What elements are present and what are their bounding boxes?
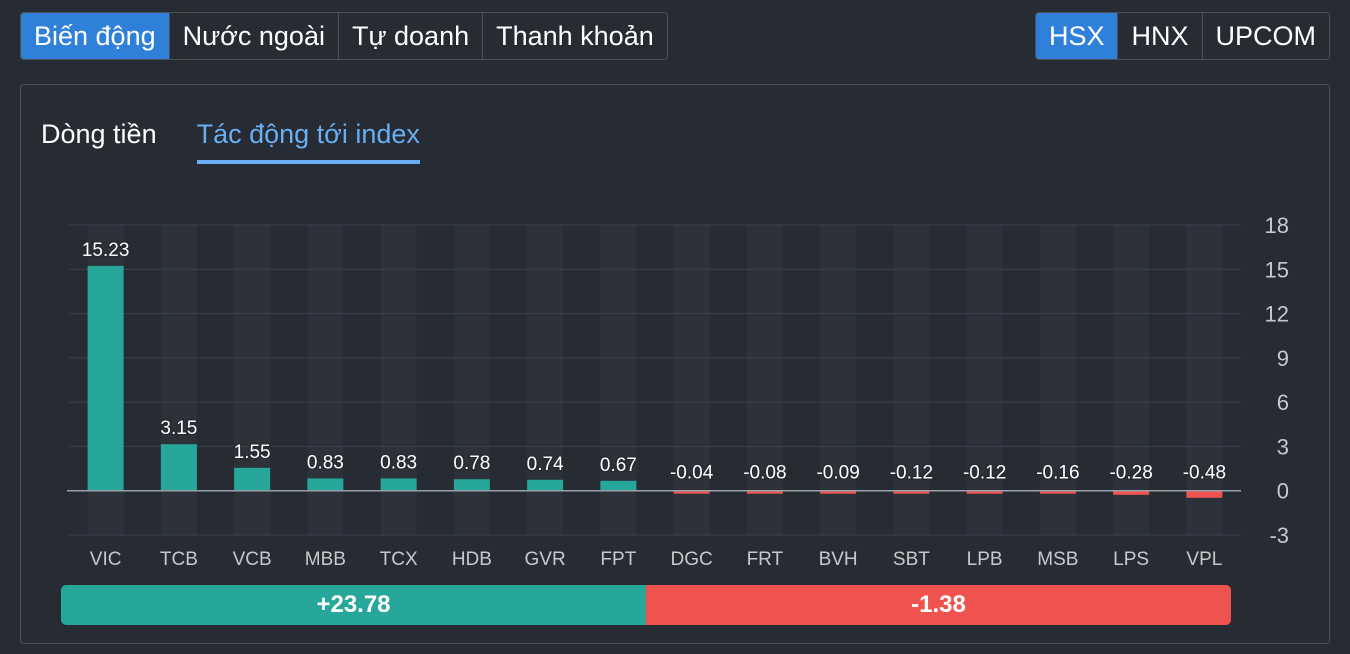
tab-tu-doanh[interactable]: Tự doanh bbox=[338, 13, 484, 59]
tab-hnx[interactable]: HNX bbox=[1118, 13, 1203, 59]
bar bbox=[380, 478, 417, 491]
tab-bien-dong[interactable]: Biến động bbox=[21, 13, 170, 59]
negative-total: -1.38 bbox=[646, 585, 1231, 625]
bar-value-label: -0.12 bbox=[963, 463, 1006, 484]
bar bbox=[1039, 490, 1076, 494]
tab-tac-dong-index[interactable]: Tác động tới index bbox=[196, 119, 420, 164]
bar-value-label: -0.48 bbox=[1183, 463, 1226, 484]
chart-subtabs: Dòng tiền Tác động tới index bbox=[41, 119, 420, 164]
x-tick-label: HDB bbox=[452, 549, 492, 570]
y-tick-label: 12 bbox=[1265, 302, 1289, 327]
bar bbox=[160, 444, 197, 491]
column-bg bbox=[1186, 225, 1223, 535]
positive-total: +23.78 bbox=[61, 585, 646, 625]
y-tick-label: 18 bbox=[1265, 213, 1289, 238]
bar bbox=[820, 490, 857, 494]
x-tick-label: GVR bbox=[525, 549, 566, 570]
x-tick-label: TCB bbox=[160, 549, 198, 570]
tab-upcom[interactable]: UPCOM bbox=[1202, 13, 1329, 59]
exchange-tabs: HSX HNX UPCOM bbox=[1034, 12, 1330, 60]
bar bbox=[307, 478, 344, 491]
bar-value-label: 3.15 bbox=[160, 418, 197, 439]
column-bg bbox=[1113, 225, 1150, 535]
bar-value-label: -0.12 bbox=[890, 463, 933, 484]
view-tabs: Biến động Nước ngoài Tự doanh Thanh khoả… bbox=[20, 12, 668, 60]
bar-value-label: 0.83 bbox=[307, 452, 344, 473]
bar bbox=[1186, 490, 1223, 498]
bar-value-label: -0.16 bbox=[1036, 463, 1079, 484]
x-tick-label: LPB bbox=[967, 549, 1003, 570]
bar bbox=[234, 467, 271, 491]
bar bbox=[966, 490, 1003, 494]
y-tick-label: 0 bbox=[1277, 479, 1289, 504]
bar bbox=[673, 490, 710, 494]
bar bbox=[600, 480, 637, 491]
bar bbox=[746, 490, 783, 494]
column-bg bbox=[673, 225, 710, 535]
x-tick-label: VIC bbox=[90, 549, 122, 570]
tab-nuoc-ngoai[interactable]: Nước ngoài bbox=[169, 13, 339, 59]
x-tick-label: MBB bbox=[305, 549, 346, 570]
bar-value-label: 0.78 bbox=[453, 453, 490, 474]
x-tick-label: FRT bbox=[747, 549, 784, 570]
column-bg bbox=[820, 225, 857, 535]
y-tick-label: -3 bbox=[1269, 523, 1289, 548]
bar bbox=[1113, 490, 1150, 495]
y-tick-label: 6 bbox=[1277, 390, 1289, 415]
x-tick-label: VCB bbox=[233, 549, 272, 570]
x-tick-label: DGC bbox=[671, 549, 713, 570]
tab-thanh-khoan[interactable]: Thanh khoản bbox=[483, 13, 667, 59]
y-tick-label: 15 bbox=[1265, 257, 1289, 282]
bar-value-label: -0.09 bbox=[816, 463, 859, 484]
bar-value-label: -0.04 bbox=[670, 463, 714, 484]
x-tick-label: LPS bbox=[1113, 549, 1149, 570]
y-tick-label: 3 bbox=[1277, 434, 1289, 459]
bar-value-label: -0.28 bbox=[1109, 463, 1152, 484]
summary-bar: +23.78 -1.38 bbox=[61, 585, 1231, 625]
x-tick-label: VPL bbox=[1186, 549, 1222, 570]
x-tick-label: MSB bbox=[1037, 549, 1078, 570]
column-bg bbox=[746, 225, 783, 535]
x-tick-label: SBT bbox=[893, 549, 930, 570]
tab-dong-tien[interactable]: Dòng tiền bbox=[41, 119, 157, 149]
column-bg bbox=[893, 225, 930, 535]
column-bg bbox=[1039, 225, 1076, 535]
bar bbox=[87, 265, 124, 491]
bar-value-label: 0.67 bbox=[600, 455, 637, 476]
bar-value-label: 1.55 bbox=[234, 442, 271, 463]
x-tick-label: FPT bbox=[600, 549, 636, 570]
bar-value-label: 0.74 bbox=[527, 454, 564, 475]
tab-hsx[interactable]: HSX bbox=[1035, 13, 1119, 59]
chart-panel: Dòng tiền Tác động tới index 18 15 12 9 6 3 0 -… bbox=[20, 84, 1330, 644]
bar bbox=[453, 479, 490, 491]
column-bg bbox=[966, 225, 1003, 535]
bar-value-label: -0.08 bbox=[743, 463, 786, 484]
bar bbox=[527, 479, 564, 491]
bar-value-label: 0.83 bbox=[380, 452, 417, 473]
x-tick-label: TCX bbox=[380, 549, 418, 570]
x-tick-label: BVH bbox=[819, 549, 858, 570]
bar bbox=[893, 490, 930, 494]
y-tick-label: 9 bbox=[1277, 346, 1289, 371]
bar-value-label: 15.23 bbox=[82, 240, 130, 261]
index-impact-chart: 18 15 12 9 6 3 0 -3 15.23 VIC 3.15 TCB 1.55 VCB 0.83 MB… bbox=[67, 213, 1289, 570]
